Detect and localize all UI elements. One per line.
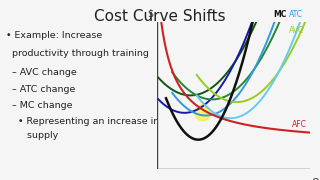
Ellipse shape <box>195 105 211 121</box>
Text: – MC change: – MC change <box>6 101 73 110</box>
Text: supply: supply <box>6 131 59 140</box>
Text: AVC: AVC <box>289 26 304 35</box>
Text: Q: Q <box>311 178 319 180</box>
Text: – ATC change: – ATC change <box>6 85 76 94</box>
Text: productivity through training: productivity through training <box>6 49 149 58</box>
Text: AFC: AFC <box>292 120 307 129</box>
Text: $: $ <box>148 9 154 19</box>
Text: – AVC change: – AVC change <box>6 68 77 77</box>
Text: MC: MC <box>274 10 287 19</box>
Text: • Representing an increase in: • Representing an increase in <box>6 117 160 126</box>
Text: Cost Curve Shifts: Cost Curve Shifts <box>94 9 226 24</box>
Text: ATC: ATC <box>289 10 303 19</box>
Text: • Example: Increase: • Example: Increase <box>6 31 103 40</box>
